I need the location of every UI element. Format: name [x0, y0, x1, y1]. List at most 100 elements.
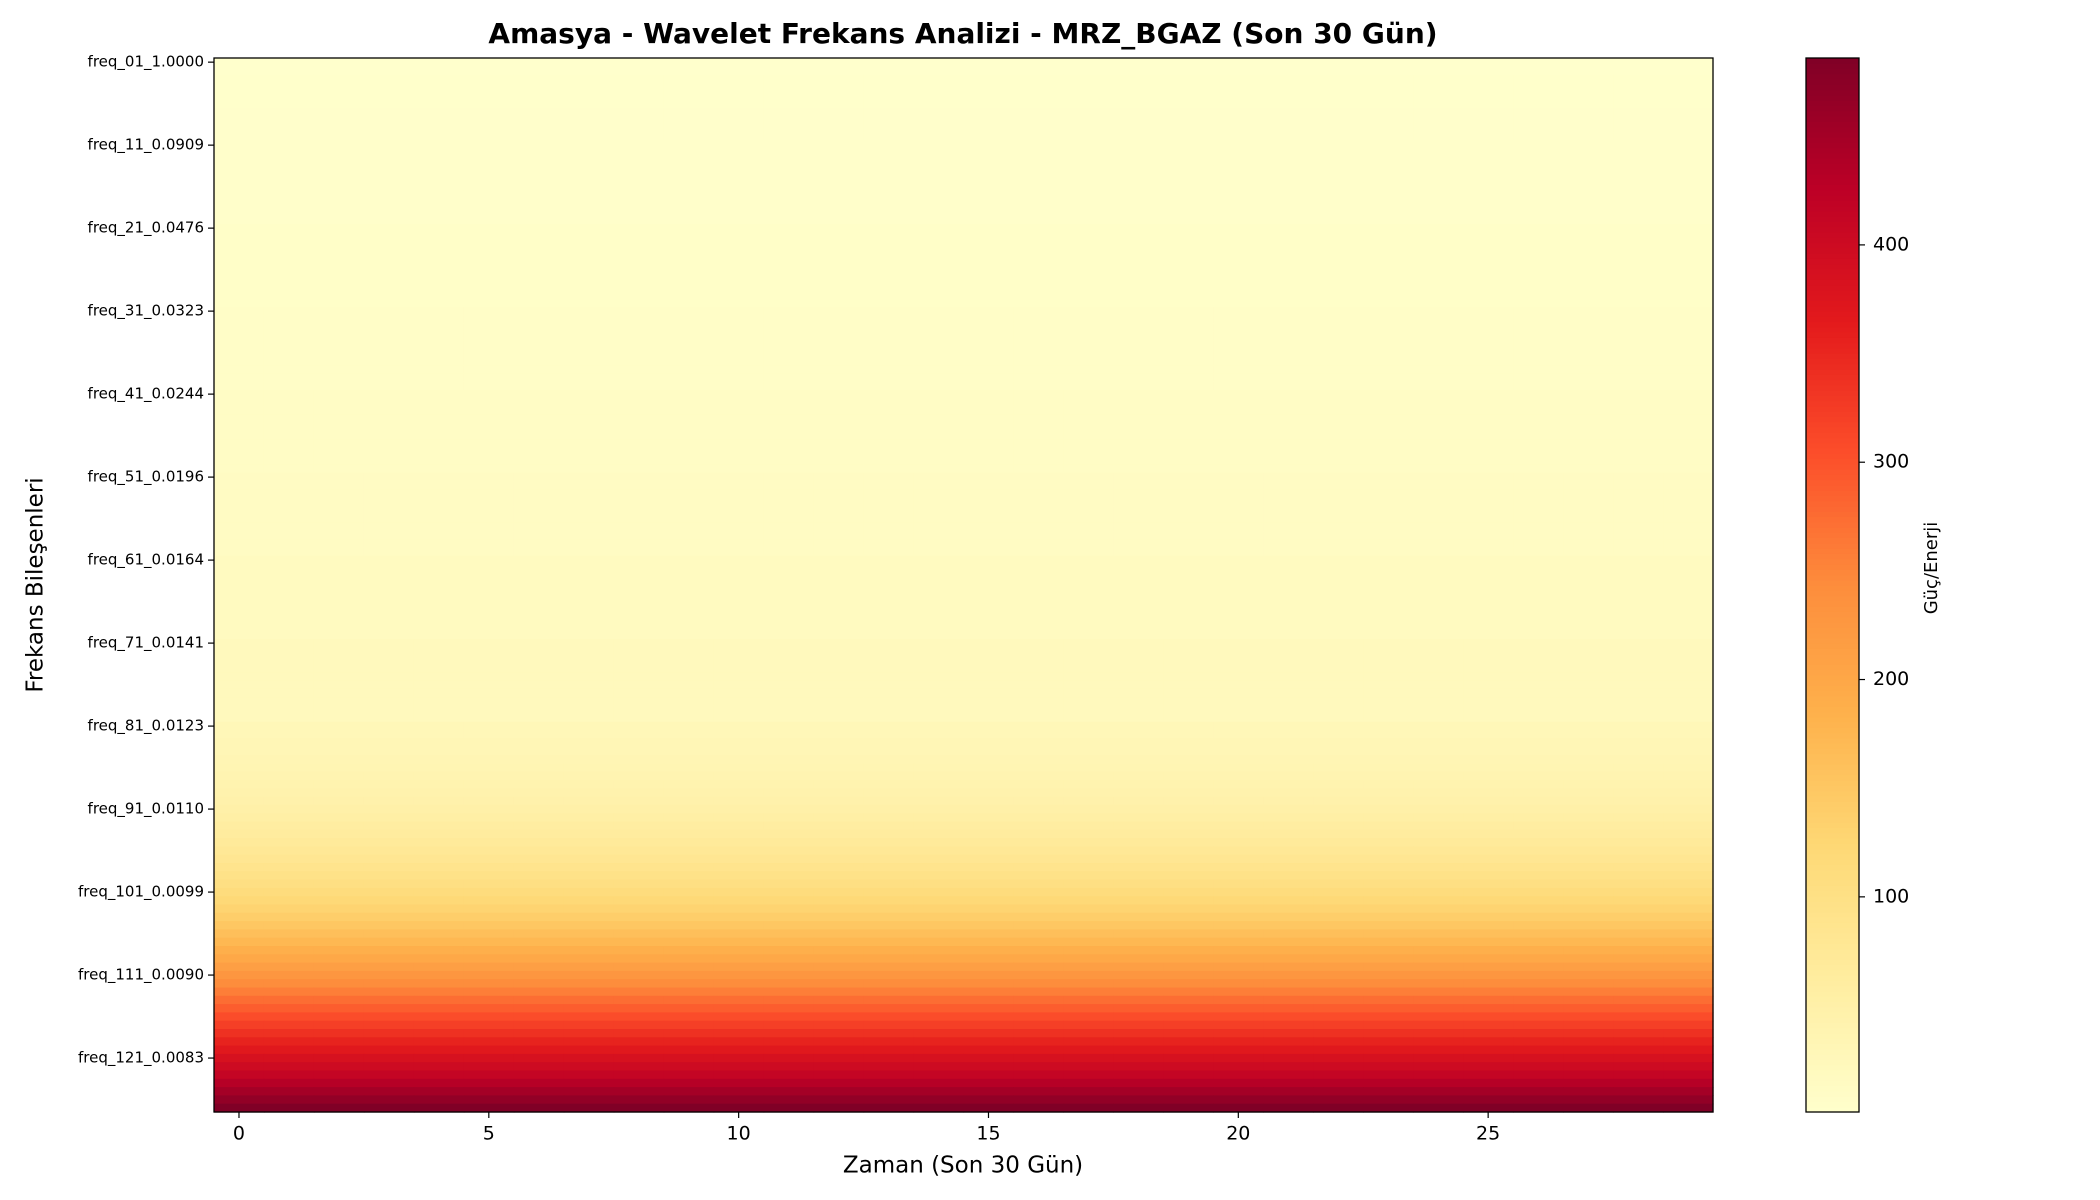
heatmap-cell — [1463, 622, 1514, 632]
heatmap-cell — [863, 340, 915, 350]
heatmap-cell — [863, 489, 915, 499]
heatmap-cell — [963, 431, 1015, 441]
heatmap-cell — [1163, 821, 1214, 831]
heatmap-cell — [1063, 564, 1114, 574]
heatmap-cell — [313, 697, 365, 706]
heatmap-cell — [1013, 962, 1065, 972]
heatmap-cell — [1563, 1070, 1614, 1080]
heatmap-cell — [413, 572, 465, 582]
heatmap-cell — [1313, 282, 1364, 291]
heatmap-cell — [813, 365, 865, 374]
heatmap-cell — [363, 970, 415, 980]
heatmap-cell — [613, 539, 665, 549]
heatmap-cell — [1663, 472, 1714, 482]
heatmap-cell — [363, 995, 415, 1005]
heatmap-cell — [1263, 804, 1314, 814]
heatmap-cell — [513, 439, 565, 449]
heatmap-cell — [413, 373, 465, 383]
heatmap-cell — [863, 165, 915, 175]
heatmap-cell — [214, 879, 265, 889]
heatmap-cell — [1463, 572, 1514, 582]
heatmap-cell — [563, 746, 615, 756]
heatmap-cell — [663, 937, 715, 947]
heatmap-cell — [413, 514, 465, 524]
heatmap-cell — [214, 763, 265, 773]
heatmap-cell — [913, 398, 965, 408]
heatmap-cell — [1213, 298, 1264, 308]
heatmap-cell — [214, 531, 265, 540]
heatmap-cell — [1263, 755, 1314, 765]
heatmap-cell — [863, 796, 915, 806]
heatmap-cell — [1513, 663, 1564, 673]
heatmap-cell — [863, 763, 915, 773]
heatmap-cell — [1263, 531, 1314, 540]
heatmap-cell — [563, 481, 615, 491]
heatmap-cell — [1113, 464, 1164, 474]
heatmap-cell — [1213, 406, 1264, 416]
heatmap-cell — [1163, 622, 1214, 632]
heatmap-cell — [1363, 738, 1414, 748]
heatmap-cell — [263, 448, 315, 457]
heatmap-cell — [563, 323, 615, 333]
heatmap-cell — [713, 464, 765, 474]
heatmap-cell — [363, 597, 415, 607]
heatmap-cell — [763, 522, 815, 532]
colorbar-segment — [1806, 368, 1859, 375]
x-tick-label: 0 — [233, 1123, 245, 1145]
heatmap-cell — [214, 580, 265, 590]
heatmap-cell — [1163, 431, 1214, 441]
heatmap-cell — [1163, 539, 1214, 549]
colorbar-segment — [1806, 94, 1859, 101]
heatmap-cell — [913, 854, 965, 864]
heatmap-cell — [363, 82, 415, 92]
heatmap-cell — [1063, 323, 1114, 333]
heatmap-cell — [1563, 580, 1614, 590]
heatmap-cell — [813, 464, 865, 474]
heatmap-cell — [1363, 398, 1414, 408]
heatmap-cell — [1463, 265, 1514, 275]
heatmap-cell — [1613, 970, 1664, 980]
heatmap-cell — [1313, 887, 1364, 897]
heatmap-cell — [313, 547, 365, 557]
heatmap-cell — [1563, 780, 1614, 789]
heatmap-cell — [563, 1012, 615, 1022]
heatmap-cell — [413, 979, 465, 989]
colorbar-segment — [1806, 63, 1859, 70]
heatmap-cell — [1163, 497, 1214, 507]
colorbar-segment — [1806, 226, 1859, 233]
heatmap-cell — [463, 116, 515, 125]
heatmap-cell — [513, 481, 565, 491]
heatmap-cell — [963, 1087, 1015, 1097]
heatmap-cell — [513, 306, 565, 316]
heatmap-cell — [663, 663, 715, 673]
colorbar-segment — [1806, 495, 1859, 502]
heatmap-cell — [1263, 630, 1314, 640]
heatmap-cell — [1513, 954, 1564, 964]
heatmap-cell — [1063, 331, 1114, 341]
heatmap-cell — [1463, 954, 1514, 964]
heatmap-cell — [214, 439, 265, 449]
heatmap-cell — [1313, 157, 1364, 167]
colorbar-segment — [1806, 137, 1859, 143]
heatmap-cell — [513, 854, 565, 864]
heatmap-cell — [813, 589, 865, 599]
heatmap-cell — [1213, 555, 1264, 565]
heatmap-cell — [1063, 522, 1114, 532]
heatmap-cell — [263, 273, 315, 283]
heatmap-cell — [663, 962, 715, 972]
heatmap-cell — [1113, 182, 1164, 192]
heatmap-cell — [613, 140, 665, 150]
heatmap-cell — [1313, 763, 1364, 773]
heatmap-cell — [713, 481, 765, 491]
heatmap-cell — [913, 647, 965, 657]
heatmap-cell — [1563, 248, 1614, 258]
heatmap-cell — [1263, 821, 1314, 831]
heatmap-cell — [1263, 921, 1314, 931]
heatmap-cell — [1463, 746, 1514, 756]
heatmap-cell — [1413, 215, 1464, 225]
heatmap-cell — [413, 821, 465, 831]
heatmap-cell — [863, 614, 915, 623]
heatmap-cell — [1363, 638, 1414, 648]
heatmap-cell — [1163, 547, 1214, 557]
heatmap-cell — [1413, 879, 1464, 889]
